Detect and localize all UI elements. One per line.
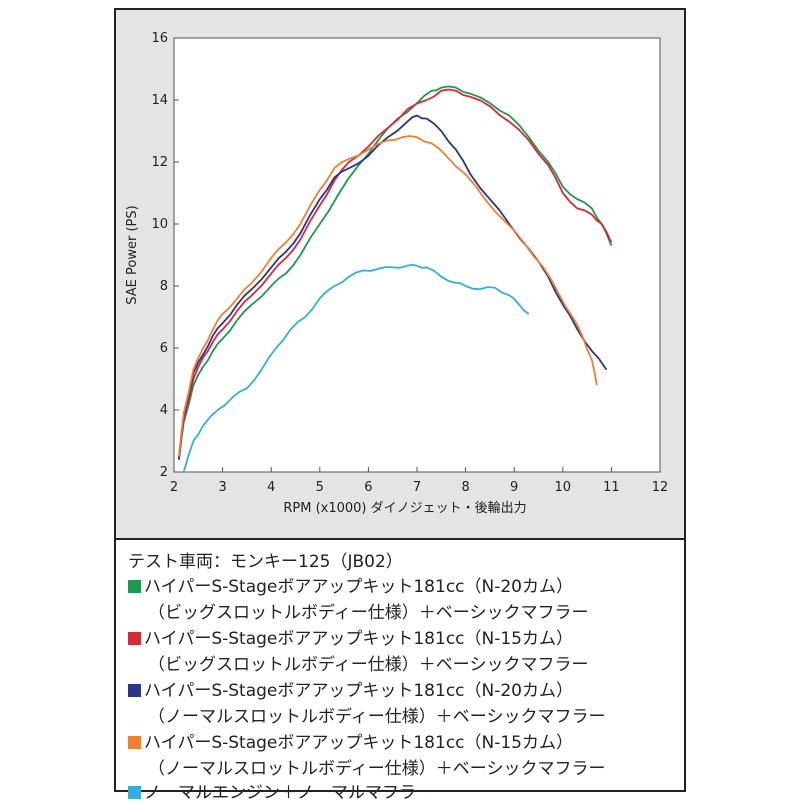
legend-sub-red: （ビッグスロットルボディー仕様）＋ベーシックマフラー (148, 655, 589, 675)
legend-panel: テスト車両：モンキー125（JB02） ハイパーS-Stageボアアップキット1… (126, 544, 682, 803)
y-tick-label: 16 (151, 31, 168, 46)
series-line-1 (178, 88, 613, 460)
y-tick-label: 2 (160, 465, 168, 480)
y-tick-label: 6 (160, 341, 168, 356)
y-tick-label: 4 (160, 403, 168, 418)
x-tick-label: 11 (603, 480, 620, 495)
legend-label-lightblue: ノーマルエンジン＋ノーマルマフラー (144, 783, 433, 803)
figure-frame: 2 4 6 8 10 12 14 16 2 3 4 5 6 7 8 9 10 11 12 RPM (x1000) ダイ… (114, 8, 686, 803)
x-tick-label: 3 (218, 480, 226, 495)
legend-entry-red: ハイパーS-Stageボアアップキット181cc（N-15カム） (128, 624, 573, 649)
legend-sub-green: （ビッグスロットルボディー仕様）＋ベーシックマフラー (148, 603, 589, 623)
y-axis-title: SAE Power (PS) (125, 205, 140, 304)
legend-title: テスト車両：モンキー125（JB02） (128, 552, 403, 572)
plot-area (173, 37, 661, 473)
legend-entry-navy: ハイパーS-Stageボアアップキット181cc（N-20カム） (128, 676, 573, 701)
legend-swatch-green (128, 580, 141, 593)
chart-panel: 2 4 6 8 10 12 14 16 2 3 4 5 6 7 8 9 10 11 12 RPM (x1000) ダイ… (116, 10, 684, 540)
legend-entry-green: ハイパーS-Stageボアアップキット181cc（N-20カム） (128, 572, 573, 597)
y-tick-label: 14 (151, 93, 168, 108)
x-tick-label: 4 (267, 480, 275, 495)
legend-entry-lightblue: ノーマルエンジン＋ノーマルマフラー (128, 778, 433, 803)
y-tick-label: 10 (151, 217, 168, 232)
x-axis-title: RPM (x1000) ダイノジェット・後輪出力 (283, 500, 526, 516)
series-line-3 (178, 135, 598, 457)
legend-sub-orange: （ノーマルスロットルボディー仕様）＋ベーシックマフラー (148, 759, 606, 779)
legend-sub-navy: （ノーマルスロットルボディー仕様）＋ベーシックマフラー (148, 707, 606, 727)
x-tick-label: 10 (555, 480, 572, 495)
x-tick-label: 12 (652, 480, 669, 495)
legend-swatch-navy (128, 684, 141, 697)
legend-swatch-red (128, 632, 141, 645)
legend-swatch-lightblue (128, 786, 141, 799)
series-line-4 (182, 263, 530, 473)
y-tick-label: 12 (151, 155, 168, 170)
x-tick-label: 8 (461, 480, 469, 495)
legend-swatch-orange (128, 736, 141, 749)
x-tick-label: 6 (364, 480, 372, 495)
legend-label-red: ハイパーS-Stageボアアップキット181cc（N-15カム） (144, 629, 573, 649)
y-tick-label: 8 (160, 279, 168, 294)
legend-label-navy: ハイパーS-Stageボアアップキット181cc（N-20カム） (144, 681, 573, 701)
power-chart: 2 4 6 8 10 12 14 16 2 3 4 5 6 7 8 9 10 11 12 RPM (x1000) ダイ… (125, 31, 669, 516)
legend-entry-orange: ハイパーS-Stageボアアップキット181cc（N-15カム） (128, 728, 573, 753)
legend-label-orange: ハイパーS-Stageボアアップキット181cc（N-15カム） (144, 733, 573, 753)
x-tick-label: 9 (510, 480, 518, 495)
x-tick-label: 2 (170, 480, 178, 495)
legend-label-green: ハイパーS-Stageボアアップキット181cc（N-20カム） (144, 577, 573, 597)
x-tick-label: 5 (316, 480, 324, 495)
x-tick-label: 7 (413, 480, 421, 495)
